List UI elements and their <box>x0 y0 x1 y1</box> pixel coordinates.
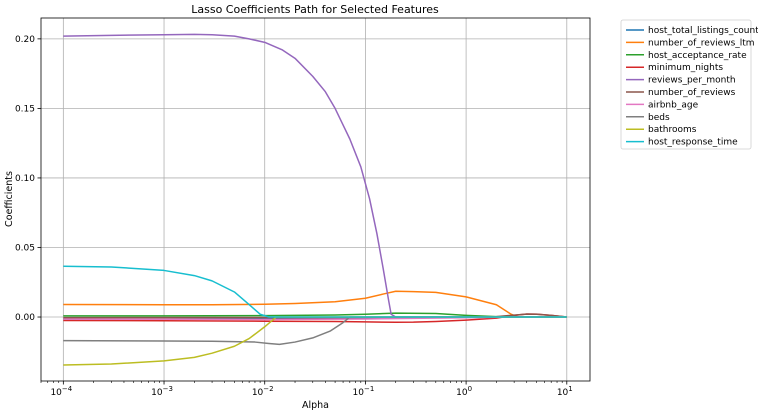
y-tick-label: 0.15 <box>15 104 35 114</box>
y-axis: 0.00 0.05 0.10 0.15 0.20 <box>15 35 41 323</box>
plot-lines <box>63 33 567 366</box>
legend-label: host_acceptance_rate <box>648 51 747 61</box>
legend-label: reviews_per_month <box>648 76 736 86</box>
legend-box <box>620 19 752 150</box>
series-line-host-response-time <box>63 265 567 318</box>
legend: host_total_listings_count number_of_revie… <box>620 19 758 150</box>
legend-label: host_total_listings_count <box>648 26 758 36</box>
x-tick-label: 10−1 <box>353 385 375 398</box>
y-axis-label: Coefficients <box>4 171 15 227</box>
y-tick-label: 0.10 <box>15 174 35 184</box>
x-tick-label: 10−4 <box>50 385 72 398</box>
y-tick-label: 0.05 <box>15 243 35 253</box>
legend-label: host_response_time <box>648 138 738 148</box>
y-tick-label: 0.00 <box>15 313 35 323</box>
legend-label: beds <box>648 113 670 123</box>
plot-frame <box>40 17 591 382</box>
x-tick-label: 101 <box>557 385 573 398</box>
x-tick-label: 100 <box>456 385 472 398</box>
chart-title: Lasso Coefficients Path for Selected Fea… <box>191 3 439 16</box>
legend-label: minimum_nights <box>648 63 723 73</box>
x-axis: 10−4 10−3 10−2 10−1 100 101 <box>40 381 573 398</box>
legend-label: number_of_reviews_ltm <box>648 38 755 48</box>
y-tick-label: 0.20 <box>15 35 35 45</box>
legend-label: airbnb_age <box>648 100 699 110</box>
x-axis-label: Alpha <box>302 400 329 411</box>
series-line-number-of-reviews-ltm <box>63 290 567 318</box>
series-line-beds <box>63 316 567 346</box>
series-line-reviews-per-month <box>63 33 567 318</box>
grid <box>41 18 590 381</box>
x-tick-label: 10−2 <box>252 385 274 398</box>
legend-label: number_of_reviews <box>648 88 736 98</box>
legend-label: bathrooms <box>648 125 697 135</box>
x-tick-label: 10−3 <box>151 385 173 398</box>
